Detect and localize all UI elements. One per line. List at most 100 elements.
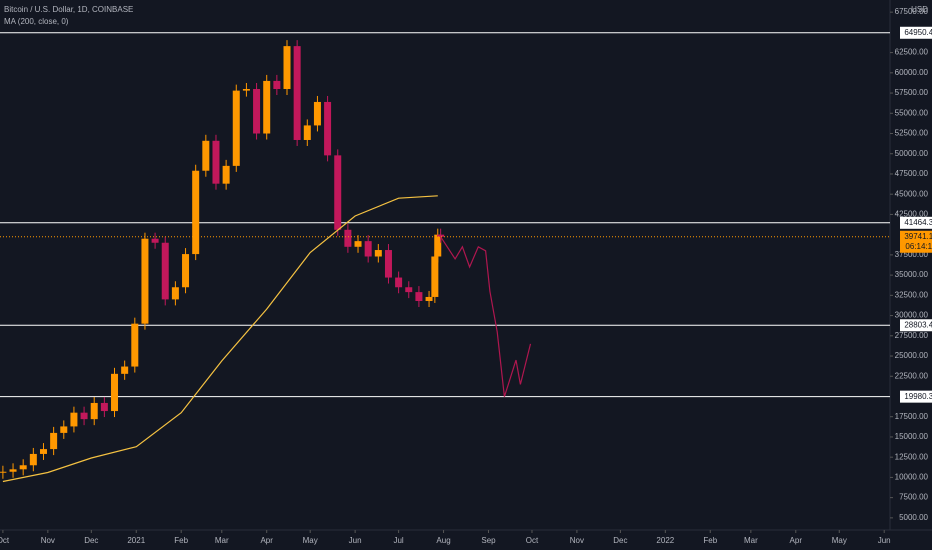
last-price-box <box>900 230 932 253</box>
x-tick-label: 2021 <box>127 536 145 545</box>
y-tick-label: 30000.00 <box>895 311 929 320</box>
x-tick-label: Dec <box>613 536 627 545</box>
candle <box>19 465 27 470</box>
candle <box>90 402 98 420</box>
candle <box>293 46 301 140</box>
x-tick-label: Feb <box>174 536 188 545</box>
candle <box>253 89 261 134</box>
y-tick-label: 7500.00 <box>899 493 928 502</box>
candle <box>29 453 37 466</box>
candle <box>9 469 17 472</box>
x-tick-label: Mar <box>215 536 229 545</box>
y-tick-label: 57500.00 <box>895 88 929 97</box>
candle <box>100 402 108 412</box>
y-tick-label: 12500.00 <box>895 452 929 461</box>
x-tick-label: Sep <box>481 536 496 545</box>
candle <box>263 80 271 134</box>
candle <box>141 238 149 324</box>
y-tick-label: 47500.00 <box>895 169 929 178</box>
candle <box>313 101 321 126</box>
candle <box>437 234 445 237</box>
currency-label: USD <box>911 5 928 14</box>
candle <box>60 426 68 433</box>
candle <box>70 412 78 427</box>
candle <box>50 432 58 450</box>
candle <box>80 412 88 420</box>
level-label-box <box>900 390 932 403</box>
x-tick-label: Apr <box>260 536 273 545</box>
x-tick-label: Jun <box>878 536 891 545</box>
level-label-box <box>900 26 932 39</box>
candle <box>364 241 372 257</box>
x-tick-label: Jun <box>349 536 362 545</box>
candle <box>303 125 311 140</box>
candle <box>334 155 342 230</box>
level-label: 64950.44 <box>904 28 932 37</box>
x-tick-label: Nov <box>41 536 55 545</box>
y-tick-label: 67500.00 <box>895 7 929 16</box>
x-tick-label: Jul <box>393 536 403 545</box>
level-label-box <box>900 319 932 332</box>
candle <box>222 165 230 184</box>
candle <box>395 277 403 288</box>
y-tick-label: 10000.00 <box>895 473 929 482</box>
y-tick-label: 50000.00 <box>895 149 929 158</box>
candle <box>131 323 139 367</box>
candle <box>39 449 47 454</box>
candle <box>192 170 200 255</box>
candle <box>425 296 433 302</box>
candle <box>212 140 220 184</box>
level-label: 19980.34 <box>904 392 932 401</box>
candle <box>374 250 382 257</box>
y-tick-label: 27500.00 <box>895 331 929 340</box>
candle <box>182 254 190 288</box>
x-tick-label: Oct <box>0 536 10 545</box>
candle <box>161 242 169 300</box>
x-tick-label: May <box>303 536 318 545</box>
y-tick-label: 37500.00 <box>895 250 929 259</box>
x-tick-label: Feb <box>703 536 717 545</box>
y-tick-label: 55000.00 <box>895 108 929 117</box>
candle <box>202 140 210 171</box>
level-label-box <box>900 216 932 229</box>
y-tick-label: 17500.00 <box>895 412 929 421</box>
candle <box>431 256 439 297</box>
level-label: 41464.37 <box>904 218 932 227</box>
y-tick-label: 25000.00 <box>895 351 929 360</box>
x-tick-label: Apr <box>790 536 803 545</box>
candle <box>151 238 159 243</box>
projection-line <box>440 236 532 397</box>
candle <box>171 287 179 300</box>
y-tick-label: 15000.00 <box>895 432 929 441</box>
x-tick-label: Mar <box>744 536 758 545</box>
candle <box>283 46 291 90</box>
y-tick-label: 60000.00 <box>895 68 929 77</box>
chart-title: Bitcoin / U.S. Dollar, 1D, COINBASE <box>4 5 133 14</box>
candle <box>324 101 332 156</box>
candle <box>434 234 442 257</box>
x-tick-label: 2022 <box>656 536 674 545</box>
x-tick-label: Nov <box>570 536 584 545</box>
y-tick-label: 22500.00 <box>895 371 929 380</box>
y-tick-label: 5000.00 <box>899 513 928 522</box>
candle <box>0 471 7 473</box>
candle <box>384 250 392 278</box>
y-tick-label: 45000.00 <box>895 189 929 198</box>
candle <box>405 287 413 293</box>
candle <box>121 366 129 374</box>
candle <box>242 89 250 91</box>
y-tick-label: 62500.00 <box>895 48 929 57</box>
x-tick-label: Aug <box>436 536 450 545</box>
x-tick-label: Dec <box>84 536 98 545</box>
candle <box>354 241 362 247</box>
candle <box>111 373 119 412</box>
last-price-label: 39741.18 <box>904 232 932 241</box>
y-tick-label: 52500.00 <box>895 129 929 138</box>
indicator-label: MA (200, close, 0) <box>4 17 69 26</box>
y-tick-label: 42500.00 <box>895 210 929 219</box>
y-tick-label: 32500.00 <box>895 290 929 299</box>
countdown-label: 06:14:14 <box>905 242 932 251</box>
candle <box>273 80 281 90</box>
